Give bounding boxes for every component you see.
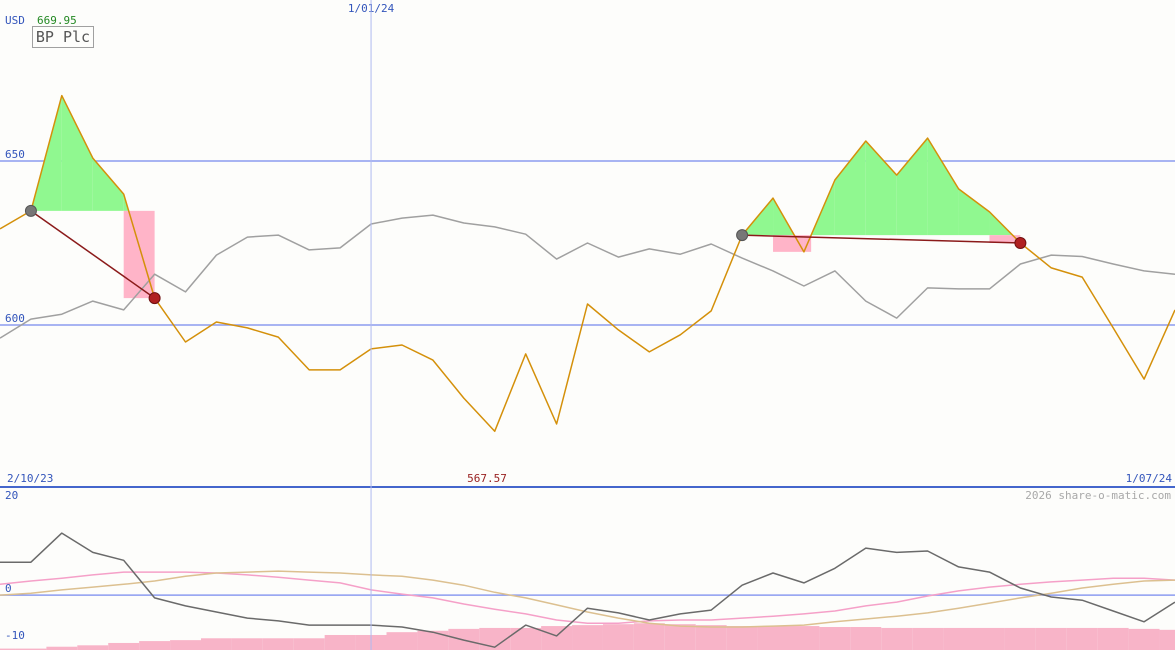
bar: [293, 638, 325, 650]
neckline: [30, 210, 156, 299]
bar: [108, 642, 140, 650]
x-tick-label: 1/07/24: [1126, 472, 1173, 485]
pattern-end: [148, 292, 161, 305]
bar: [881, 627, 913, 650]
bar: [819, 627, 851, 650]
bar: [231, 638, 263, 650]
bar: [1159, 629, 1175, 650]
pattern-fill: [989, 235, 1021, 244]
bar: [541, 626, 573, 650]
bar: [664, 624, 696, 650]
chart-title: BP Plc: [36, 28, 90, 46]
series-line: [0, 214, 1175, 339]
unit-label: USD: [5, 14, 25, 27]
bar: [757, 626, 789, 650]
bar: [1035, 627, 1067, 650]
bar: [1128, 628, 1160, 650]
y-tick-label: 650: [5, 148, 25, 161]
bar: [1004, 627, 1036, 650]
bar: [1066, 627, 1098, 650]
pattern-fill: [834, 141, 866, 236]
high-label: 669.95: [37, 14, 77, 27]
pattern-fill: [92, 158, 124, 211]
bar: [695, 625, 727, 650]
series-line: [0, 94, 1175, 433]
bar: [912, 627, 944, 650]
series-line: [0, 532, 1175, 648]
bar: [0, 648, 16, 650]
low-label: 567.57: [467, 472, 507, 485]
pattern-fill: [61, 95, 93, 211]
bar: [262, 638, 294, 650]
bar: [788, 626, 820, 650]
bar: [1097, 627, 1129, 650]
bar: [633, 623, 665, 650]
y-tick-label: 20: [5, 489, 18, 502]
title-box: [32, 26, 94, 48]
series-line: [0, 571, 1175, 624]
bar: [417, 630, 449, 650]
y-tick-label: 0: [5, 582, 12, 595]
bar: [974, 627, 1005, 650]
bar: [602, 624, 634, 650]
bar: [850, 627, 882, 650]
bar: [386, 632, 418, 650]
series-line: [0, 570, 1175, 628]
bar: [200, 638, 232, 650]
y-tick-label: -10: [5, 629, 25, 642]
pattern-fill: [958, 188, 990, 236]
pattern-fill: [927, 138, 959, 236]
bar: [943, 627, 975, 650]
pattern-fill: [865, 141, 897, 236]
bar: [46, 646, 78, 650]
pattern-fill: [123, 210, 155, 299]
pattern-end: [1014, 237, 1027, 250]
bar: [15, 648, 47, 650]
pattern-fill: [896, 138, 928, 236]
indicator-panel: 20 0 -10: [0, 489, 1175, 650]
bar: [726, 626, 758, 650]
pattern-start: [24, 204, 37, 217]
pattern-start: [736, 229, 749, 242]
x-tick-label: 2/10/23: [7, 472, 53, 485]
bar: [572, 625, 603, 650]
neckline: [742, 234, 1021, 244]
credit: 2026 share-o-matic.com: [1025, 489, 1171, 502]
y-tick-label: 600: [5, 312, 25, 325]
bar: [77, 645, 109, 650]
bar: [479, 627, 511, 650]
bar: [139, 641, 171, 650]
bar: [170, 640, 201, 650]
bar: [510, 627, 542, 650]
bar: [324, 634, 356, 650]
